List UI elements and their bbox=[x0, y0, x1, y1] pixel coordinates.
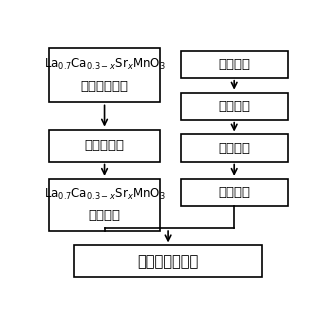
Text: La$_{0.7}$Ca$_{0.3-x}$Sr$_x$MnO$_3$: La$_{0.7}$Ca$_{0.3-x}$Sr$_x$MnO$_3$ bbox=[44, 57, 165, 72]
Text: 喷热致变色涂层: 喷热致变色涂层 bbox=[137, 254, 199, 269]
Bar bbox=[49, 179, 160, 231]
Text: 表面粗化: 表面粗化 bbox=[218, 100, 250, 113]
Bar bbox=[181, 179, 288, 206]
Text: 粉末粒料: 粉末粒料 bbox=[89, 209, 121, 221]
Text: 喷过渡层: 喷过渡层 bbox=[218, 186, 250, 199]
Bar bbox=[181, 51, 288, 78]
Text: La$_{0.7}$Ca$_{0.3-x}$Sr$_x$MnO$_3$: La$_{0.7}$Ca$_{0.3-x}$Sr$_x$MnO$_3$ bbox=[44, 187, 165, 202]
Text: 基底清洗: 基底清洗 bbox=[218, 58, 250, 71]
Text: 加入塑化剂: 加入塑化剂 bbox=[85, 139, 125, 152]
Text: 基底预热: 基底预热 bbox=[218, 141, 250, 155]
Bar bbox=[49, 48, 160, 102]
Bar bbox=[181, 134, 288, 162]
Bar bbox=[181, 92, 288, 120]
Bar bbox=[74, 245, 262, 277]
Text: 超细粉体制备: 超细粉体制备 bbox=[81, 80, 129, 93]
Bar bbox=[49, 130, 160, 162]
